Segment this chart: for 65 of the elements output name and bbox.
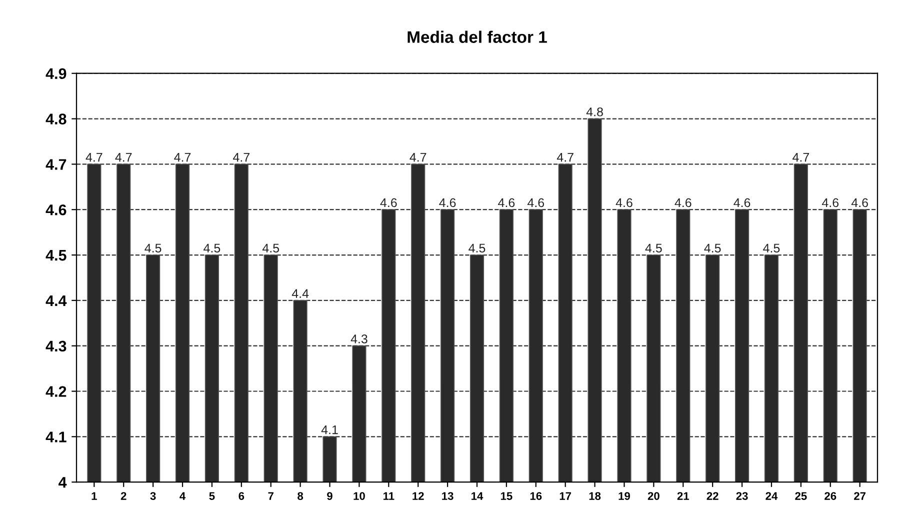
data-label: 4.6 [851,198,868,208]
data-label: 4.7 [410,152,426,162]
y-tick-label: 4.1 [46,432,66,442]
data-label: 4.5 [144,244,162,253]
x-tick-label: 27 [854,492,866,500]
data-label: 4.8 [586,107,603,116]
y-tick-label: 4 [58,477,67,488]
x-tick-label: 15 [500,492,512,500]
y-tick-label: 4.3 [46,340,66,352]
x-tick-label: 21 [677,492,690,500]
data-label: 4.7 [174,152,191,162]
x-tick-label: 4 [180,492,186,500]
x-tick-label: 23 [736,492,748,500]
data-label: 4.7 [115,152,132,162]
data-label: 4.6 [734,198,750,208]
data-label: 4.7 [233,152,250,162]
data-label: 4.6 [498,198,515,208]
x-tick-label: 24 [766,492,778,500]
data-label: 4.4 [292,289,309,298]
y-tick-label: 4.4 [46,295,67,306]
x-tick-label: 13 [442,492,454,500]
x-tick-label: 20 [648,492,660,500]
x-tick-label: 5 [209,492,215,500]
data-label: 4.1 [321,425,338,434]
data-label: 4.7 [792,152,809,162]
data-label: 4.5 [468,244,486,253]
x-tick-label: 7 [268,492,274,500]
x-tick-label: 22 [706,492,718,500]
x-tick-label: 1 [92,492,97,500]
x-tick-label: 11 [383,492,394,500]
data-label: 4.6 [439,198,456,208]
x-tick-label: 9 [327,492,332,500]
y-tick-label: 4.5 [46,250,66,261]
data-label: 4.6 [380,198,397,208]
x-tick-label: 16 [530,492,542,500]
data-label: 4.6 [527,198,544,208]
data-label: 4.5 [262,244,280,253]
x-tick-label: 25 [795,492,807,500]
x-tick-label: 17 [560,492,572,500]
data-label: 4.5 [645,244,662,253]
x-tick-label: 26 [824,492,836,500]
x-tick-label: 12 [412,492,424,500]
data-label: 4.6 [674,198,692,208]
x-tick-label: 8 [298,492,304,500]
data-label: 4.5 [704,244,721,253]
x-tick-label: 19 [618,492,630,500]
x-tick-label: 2 [120,492,126,500]
data-label: 4.6 [616,198,632,208]
data-label: 4.6 [822,198,839,208]
data-label: 4.5 [763,244,780,253]
chart-title: Media del factor 1 [408,30,547,43]
x-tick-label: 3 [150,492,156,500]
y-tick-label: 4.8 [46,114,66,124]
x-tick-label: 10 [354,492,365,500]
x-tick-label: 6 [238,492,244,500]
data-label: 4.7 [86,152,102,162]
x-tick-label: 14 [472,492,484,500]
y-tick-label: 4.6 [46,204,66,216]
data-label: 4.7 [556,152,574,162]
data-label: 4.5 [204,244,220,253]
y-tick-label: 4.2 [46,386,66,397]
x-tick-label: 18 [589,492,601,500]
y-tick-label: 4.9 [46,68,66,80]
data-label: 4.3 [350,334,368,344]
y-tick-label: 4.7 [46,159,66,170]
